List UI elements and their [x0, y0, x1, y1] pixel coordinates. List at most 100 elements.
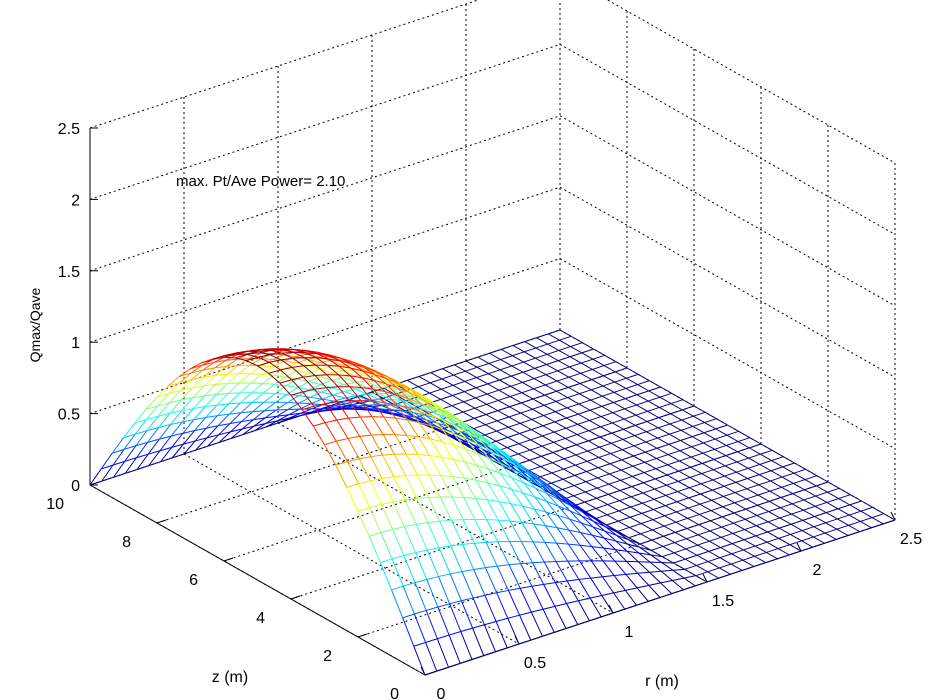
mesh-line	[333, 394, 346, 399]
mesh-line	[454, 360, 467, 366]
mesh-line	[580, 522, 593, 536]
mesh-line	[759, 463, 772, 472]
mesh-line	[587, 450, 600, 458]
mesh-line	[336, 417, 349, 421]
mesh-line	[748, 453, 761, 459]
mesh-line	[682, 405, 695, 411]
mesh-line	[285, 378, 298, 387]
mesh-line	[700, 493, 712, 501]
mesh-line	[647, 410, 659, 419]
mesh-line	[324, 419, 337, 424]
r-tick	[890, 511, 896, 521]
mesh-line	[331, 379, 345, 385]
mesh-line	[663, 525, 676, 533]
mesh-line	[160, 447, 173, 463]
mesh-line	[660, 580, 673, 584]
mesh-line	[462, 544, 475, 570]
mesh-line	[621, 455, 634, 461]
mesh-line	[170, 410, 183, 425]
mesh-line	[565, 437, 577, 446]
mesh-line	[183, 440, 196, 445]
mesh-line	[496, 426, 509, 432]
mesh-line	[442, 420, 455, 435]
mesh-line	[321, 398, 334, 402]
mesh-line	[558, 346, 571, 351]
mesh-line	[590, 399, 602, 407]
mesh-line	[639, 539, 652, 545]
mesh-line	[430, 425, 443, 443]
mesh-line	[603, 361, 616, 367]
mesh-line	[623, 428, 635, 437]
mesh-line	[657, 437, 669, 445]
mesh-line	[535, 481, 548, 495]
mesh-line	[603, 537, 616, 550]
grid-line	[559, 115, 896, 307]
mesh-line	[673, 552, 686, 560]
mesh-line	[113, 461, 126, 478]
mesh-line	[586, 471, 598, 479]
mesh-line	[214, 359, 227, 369]
mesh-line	[463, 496, 476, 499]
mesh-line	[535, 353, 548, 359]
mesh-line	[680, 440, 692, 448]
mesh-line	[699, 499, 712, 505]
mesh-line	[254, 423, 266, 432]
mesh-line	[487, 389, 500, 395]
mesh-line	[614, 549, 627, 562]
mesh-line	[229, 412, 242, 424]
mesh-line	[169, 399, 182, 414]
mesh-line	[202, 361, 215, 366]
mesh-line	[802, 516, 815, 521]
mesh-line	[812, 542, 825, 548]
mesh-line	[614, 560, 627, 575]
mesh-line	[307, 358, 320, 363]
mesh-line	[402, 613, 415, 619]
mesh-line	[339, 360, 352, 364]
mesh-line	[474, 417, 486, 426]
mesh-line	[452, 476, 465, 479]
mesh-line	[521, 392, 534, 400]
mesh-line	[518, 443, 531, 451]
mesh-line	[204, 393, 217, 397]
mesh-line	[544, 541, 557, 544]
mesh-line	[638, 552, 651, 563]
mesh-line	[181, 408, 194, 423]
mesh-line	[501, 345, 514, 350]
mesh-line	[619, 496, 632, 502]
mesh-line	[850, 494, 862, 502]
mesh-line	[602, 575, 615, 578]
mesh-line	[601, 402, 614, 407]
mesh-line	[623, 424, 636, 430]
mesh-line	[181, 407, 194, 412]
mesh-line	[519, 614, 532, 641]
mesh-line	[793, 472, 806, 480]
mesh-line	[453, 374, 466, 382]
mesh-line	[719, 557, 732, 565]
mesh-line	[578, 409, 591, 415]
mesh-line	[584, 501, 597, 509]
mesh-line	[395, 417, 408, 436]
mesh-line	[543, 584, 556, 607]
mesh-line	[712, 489, 724, 497]
mesh-line	[580, 544, 592, 548]
mesh-line	[213, 359, 226, 363]
mesh-line	[463, 497, 476, 520]
mesh-line	[417, 406, 429, 414]
mesh-line	[803, 495, 816, 501]
mesh-line	[485, 567, 498, 593]
mesh-line	[742, 559, 755, 567]
mesh-line	[136, 453, 149, 459]
mesh-line	[566, 403, 579, 409]
mesh-line	[698, 520, 711, 526]
mesh-line	[263, 383, 275, 394]
mesh-line	[346, 461, 360, 484]
mesh-line	[325, 387, 338, 403]
mesh-line	[218, 431, 231, 443]
mesh-line	[258, 351, 270, 356]
mesh-line	[555, 561, 568, 582]
mesh-line	[521, 521, 534, 525]
mesh-line	[477, 356, 490, 364]
mesh-line	[650, 554, 663, 558]
mesh-line	[601, 405, 614, 414]
mesh-line	[745, 514, 758, 520]
